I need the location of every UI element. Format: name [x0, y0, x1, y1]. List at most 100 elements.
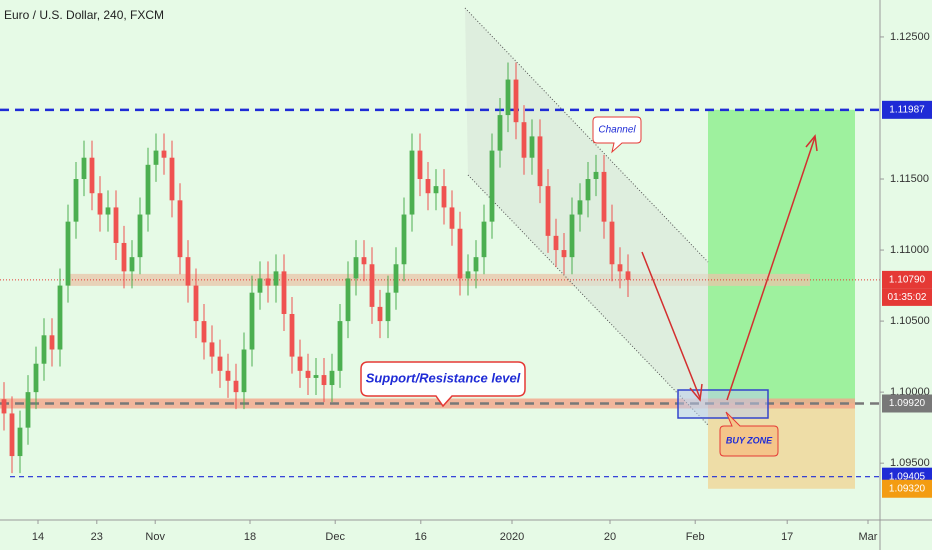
candle-body — [505, 79, 511, 116]
candle-body — [17, 427, 23, 457]
candle-body — [513, 79, 519, 123]
candle-body — [233, 380, 239, 393]
candle-body — [305, 370, 311, 378]
candle-body — [489, 150, 495, 222]
candle-body — [433, 186, 439, 194]
candle-body — [585, 179, 591, 201]
channel-callout: Channel — [592, 116, 642, 154]
candle-body — [57, 285, 63, 350]
y-tick-label: 1.10500 — [890, 315, 930, 327]
x-tick-label: 20 — [604, 531, 616, 543]
level-callout: Support/Resistance level — [360, 361, 526, 408]
channel-lower — [467, 174, 709, 426]
candle-body — [153, 150, 159, 165]
candle-body — [417, 150, 423, 180]
price-marker-box — [882, 394, 932, 413]
arrow-down — [641, 251, 701, 399]
axes: 1.125001.115001.110001.105001.100001.095… — [32, 31, 932, 543]
candle-body — [545, 186, 551, 236]
candle-body — [369, 264, 375, 307]
candle-body — [441, 186, 447, 208]
y-tick-label: 1.11500 — [890, 173, 929, 185]
price-marker-box — [882, 270, 932, 289]
countdown-box — [882, 288, 932, 306]
candle-body — [241, 349, 247, 393]
x-tick-label: 23 — [91, 531, 103, 543]
candle-body — [49, 335, 55, 350]
candle-body — [201, 321, 207, 343]
candle-body — [569, 214, 575, 258]
candle-body — [257, 278, 263, 293]
candle-body — [289, 313, 295, 357]
candle-body — [113, 207, 119, 243]
candle-body — [33, 363, 39, 393]
candle-body — [393, 264, 399, 293]
candle-body — [105, 207, 111, 215]
y-tick-label: 1.12500 — [890, 31, 930, 43]
candle-body — [209, 342, 215, 357]
candle-body — [121, 242, 127, 272]
target-zone — [708, 109, 855, 404]
x-tick-label: Feb — [686, 531, 705, 543]
x-tick-label: 2020 — [500, 531, 524, 543]
candle-body — [361, 257, 367, 265]
candle-body — [273, 271, 279, 286]
candle-body — [65, 221, 71, 286]
countdown-label: 01:35:02 — [888, 292, 927, 303]
candle-body — [249, 292, 255, 350]
callout-text: Channel — [598, 125, 636, 136]
candle-body — [73, 179, 79, 222]
candle-body — [577, 200, 583, 215]
x-tick-label: Mar — [859, 531, 878, 543]
buy-zone-box — [677, 389, 769, 419]
candle-body — [9, 413, 15, 457]
candle-body — [25, 392, 31, 428]
candles — [1, 62, 631, 474]
candle-body — [601, 171, 607, 222]
candle-body — [137, 214, 143, 258]
candle-body — [497, 115, 503, 151]
price-marker-label: 1.11987 — [889, 104, 925, 115]
candle-body — [329, 370, 335, 386]
callout-text: BUY ZONE — [726, 435, 773, 445]
candle-body — [193, 285, 199, 322]
levels — [0, 108, 880, 478]
x-tick-label: 14 — [32, 531, 44, 543]
chart-title: Euro / U.S. Dollar, 240, FXCM — [4, 8, 164, 22]
candle-body — [89, 157, 95, 194]
candle-body — [313, 375, 319, 378]
buy-zone-callout: BUY ZONE — [719, 411, 779, 457]
arrow-head — [689, 383, 703, 402]
candle-body — [225, 370, 231, 381]
callout-box — [360, 361, 526, 408]
price-marker-box — [882, 100, 932, 119]
price-marker-label: 1.10790 — [889, 275, 926, 286]
candle-body — [1, 399, 7, 414]
candle-body — [561, 250, 567, 258]
candle-body — [617, 264, 623, 272]
candle-body — [521, 122, 527, 158]
candle-body — [145, 164, 151, 215]
candle-body — [609, 221, 615, 265]
candle-body — [265, 278, 271, 286]
y-tick-label: 1.09500 — [890, 457, 930, 469]
candle-body — [281, 271, 287, 314]
y-tick-label: 1.11000 — [890, 244, 929, 256]
arrow-head — [805, 134, 818, 152]
price-marker-label: 1.09920 — [889, 398, 926, 409]
candle-body — [97, 193, 103, 215]
candle-body — [553, 235, 559, 251]
candle-body — [425, 179, 431, 194]
x-tick-label: Dec — [325, 531, 345, 543]
x-tick-label: 17 — [781, 531, 793, 543]
candle-body — [41, 335, 47, 364]
candle-body — [321, 375, 327, 386]
candle-body — [377, 306, 383, 322]
candle-body — [345, 278, 351, 322]
candle-body — [185, 257, 191, 286]
x-tick-label: 18 — [244, 531, 256, 543]
candle-body — [337, 321, 343, 371]
candle-body — [177, 200, 183, 258]
